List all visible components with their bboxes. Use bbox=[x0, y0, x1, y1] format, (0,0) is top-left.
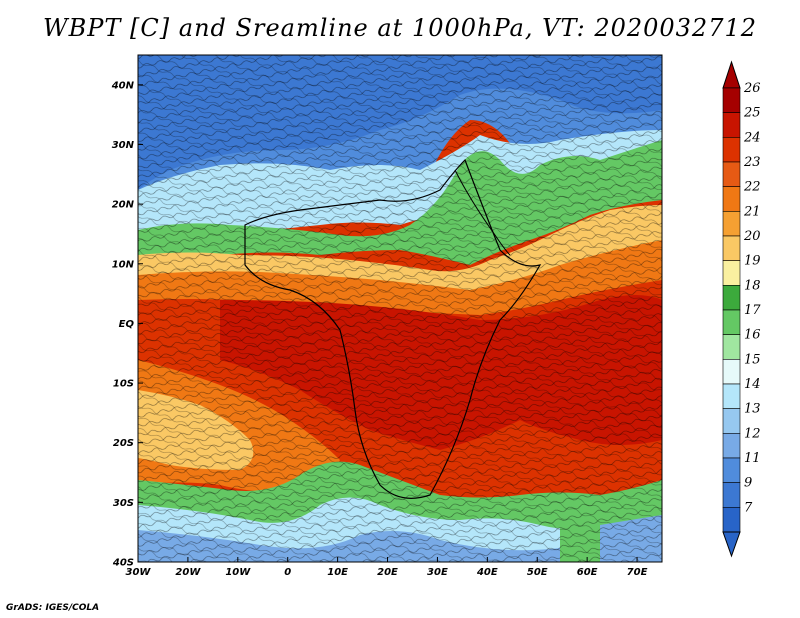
colorbar-label: 17 bbox=[744, 303, 761, 318]
colorbar-label: 26 bbox=[743, 81, 761, 96]
colorbar-swatch bbox=[722, 161, 741, 187]
colorbar-label: 22 bbox=[743, 180, 761, 195]
longitude-labels: 30W 20W 10W 0 10E 20E 30E 40E 50E 60E 70E bbox=[126, 567, 648, 578]
latitude-labels: 40N 30N 20N 10N EQ 10S 20S 30S 40S bbox=[111, 80, 135, 568]
colorbar-label: 23 bbox=[743, 155, 761, 170]
lon-label: 30E bbox=[427, 567, 448, 578]
colorbar-swatch bbox=[722, 285, 741, 311]
map-title: WBPT [C] and Sreamline at 1000hPa, VT: 2… bbox=[42, 14, 758, 42]
colorbar-label: 25 bbox=[743, 106, 761, 121]
lat-label: 10S bbox=[113, 379, 134, 390]
colorbar-swatch bbox=[722, 186, 741, 212]
colorbar-swatch bbox=[722, 507, 741, 533]
lon-label: 30W bbox=[126, 567, 152, 578]
colorbar-label: 13 bbox=[744, 402, 761, 417]
axis-ticks bbox=[137, 84, 638, 563]
colorbar-label: 21 bbox=[743, 204, 761, 219]
colorbar-label: 24 bbox=[743, 130, 761, 145]
colorbar-swatch bbox=[722, 383, 741, 409]
colorbar-swatch bbox=[722, 482, 741, 508]
colorbar-swatch bbox=[722, 457, 741, 483]
colorbar-swatch bbox=[722, 334, 741, 360]
colorbar-swatch bbox=[722, 309, 741, 335]
lat-label: 40N bbox=[111, 80, 135, 91]
credit-text: GrADS: IGES/COLA bbox=[6, 603, 100, 613]
lat-label: 30N bbox=[112, 140, 135, 151]
colorbar-label: 15 bbox=[744, 352, 761, 367]
colorbar-label: 16 bbox=[744, 328, 761, 343]
colorbar-label: 14 bbox=[744, 377, 761, 392]
lat-label: 40S bbox=[112, 558, 134, 569]
colorbar-label: 18 bbox=[744, 278, 761, 293]
colorbar-swatch bbox=[722, 112, 741, 138]
colorbar: 26 25 24 23 22 21 20 19 18 17 16 15 14 13 12 11 9 7 bbox=[722, 60, 761, 558]
lon-label: 0 bbox=[284, 567, 291, 578]
colorbar-bottom-arrow bbox=[722, 531, 741, 558]
colorbar-top-arrow bbox=[722, 60, 741, 89]
lon-label: 70E bbox=[627, 567, 648, 578]
wbpt-field bbox=[138, 55, 662, 562]
colorbar-swatch bbox=[722, 235, 741, 261]
lon-label: 50E bbox=[527, 567, 548, 578]
lat-label: 20S bbox=[113, 438, 134, 449]
colorbar-swatch bbox=[722, 137, 741, 163]
colorbar-swatch bbox=[722, 359, 741, 385]
lat-label: 20N bbox=[112, 200, 135, 211]
colorbar-swatch bbox=[722, 408, 741, 434]
lat-label: 30S bbox=[113, 498, 134, 509]
lon-label: 40E bbox=[476, 567, 498, 578]
colorbar-label: 19 bbox=[744, 254, 761, 269]
plot-frame bbox=[137, 54, 663, 563]
lon-label: 20W bbox=[175, 567, 201, 578]
lat-label: 10N bbox=[112, 259, 135, 270]
colorbar-swatch bbox=[722, 211, 741, 237]
colorbar-label: 12 bbox=[744, 426, 761, 441]
lon-label: 10W bbox=[225, 567, 251, 578]
lat-label: EQ bbox=[119, 319, 135, 330]
colorbar-label: 9 bbox=[744, 476, 752, 491]
colorbar-label: 7 bbox=[744, 500, 753, 515]
lon-label: 20E bbox=[377, 567, 398, 578]
lon-label: 10E bbox=[327, 567, 348, 578]
colorbar-swatch bbox=[722, 87, 741, 113]
colorbar-swatch bbox=[722, 260, 741, 286]
lon-label: 60E bbox=[577, 567, 598, 578]
colorbar-label: 20 bbox=[743, 229, 761, 244]
colorbar-swatch bbox=[722, 433, 741, 459]
colorbar-label: 11 bbox=[744, 451, 761, 466]
